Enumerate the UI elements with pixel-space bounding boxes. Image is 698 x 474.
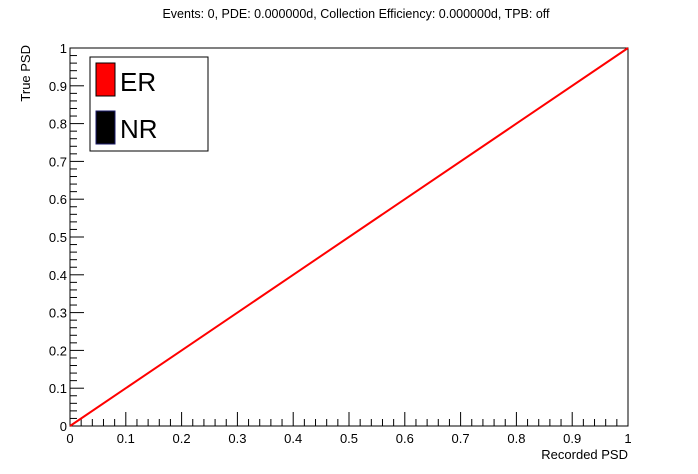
- y-axis-title: True PSD: [18, 45, 33, 102]
- y-tick-label: 0.4: [49, 268, 67, 283]
- y-tick-label: 0.5: [49, 230, 67, 245]
- x-tick-label: 0.6: [396, 431, 414, 446]
- x-tick-label: 1: [624, 431, 631, 446]
- legend-swatch-nr: [96, 111, 115, 144]
- y-axis-ticks: [70, 48, 84, 426]
- x-tick-label: 0.9: [563, 431, 581, 446]
- x-tick-label: 0.2: [173, 431, 191, 446]
- chart-title: Events: 0, PDE: 0.000000d, Collection Ef…: [162, 7, 550, 21]
- legend-label-er: ER: [120, 67, 156, 97]
- y-tick-label: 0.1: [49, 381, 67, 396]
- legend: ER NR: [90, 57, 208, 151]
- y-tick-label: 0: [60, 419, 67, 434]
- x-tick-label: 0: [66, 431, 73, 446]
- x-axis-ticks: [70, 412, 628, 426]
- y-axis-tick-labels: 0 0.1 0.2 0.3 0.4 0.5 0.6 0.7 0.8 0.9 1: [49, 41, 67, 434]
- y-tick-label: 0.7: [49, 154, 67, 169]
- y-axis-title-group: True PSD: [18, 45, 33, 102]
- x-tick-label: 0.7: [452, 431, 470, 446]
- y-tick-label: 0.6: [49, 192, 67, 207]
- x-tick-label: 0.3: [228, 431, 246, 446]
- legend-label-nr: NR: [120, 114, 158, 144]
- y-tick-label: 1: [60, 41, 67, 56]
- x-axis-tick-labels: 0 0.1 0.2 0.3 0.4 0.5 0.6 0.7 0.8 0.9 1: [66, 431, 631, 446]
- y-tick-label: 0.2: [49, 343, 67, 358]
- x-axis-title: Recorded PSD: [541, 447, 628, 462]
- legend-swatch-er: [96, 63, 115, 96]
- x-tick-label: 0.1: [117, 431, 135, 446]
- y-tick-label: 0.3: [49, 306, 67, 321]
- x-tick-label: 0.5: [340, 431, 358, 446]
- y-tick-label: 0.8: [49, 117, 67, 132]
- x-tick-label: 0.4: [284, 431, 302, 446]
- y-tick-label: 0.9: [49, 79, 67, 94]
- x-tick-label: 0.8: [507, 431, 525, 446]
